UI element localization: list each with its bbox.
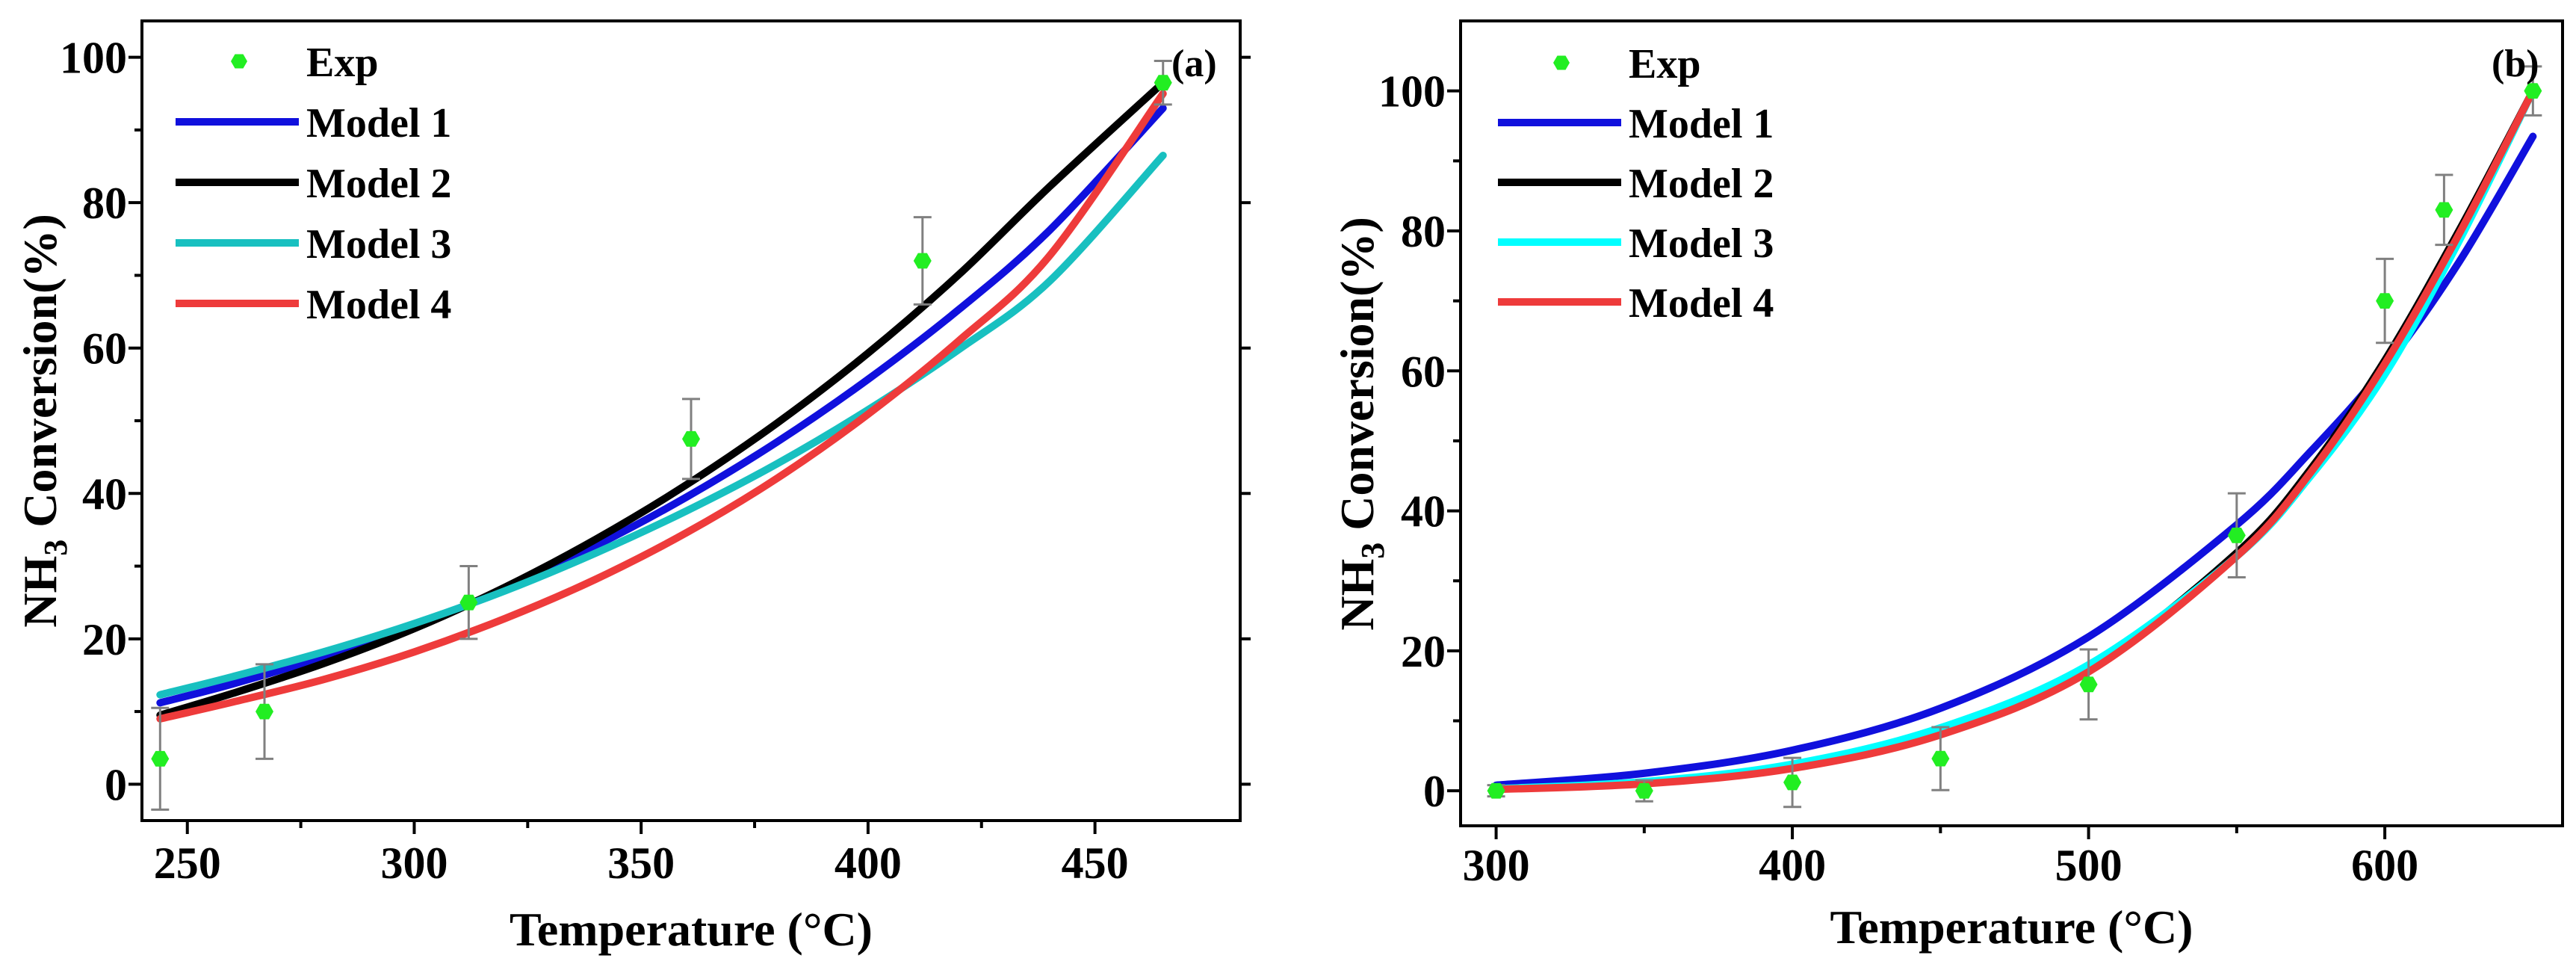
exp-data-point	[2079, 676, 2098, 693]
panel-a-chart: 250 300 350 400 450 0 20 40 60 80 100 Temperature (…	[13, 19, 1251, 956]
exp-data-point	[1487, 782, 1505, 799]
series-line-model-1	[156, 104, 1167, 707]
series-line-model-2	[156, 78, 1167, 719]
x-tick-label: 400	[835, 839, 902, 888]
panel-label: (b)	[2492, 43, 2539, 85]
x-tick-label: 450	[1062, 839, 1129, 888]
legend-label-exp: Exp	[1629, 41, 1701, 87]
exp-data-point	[682, 430, 700, 447]
x-axis-title: Temperature (°C)	[510, 903, 873, 956]
x-axis-title: Temperature (°C)	[1830, 901, 2193, 954]
y-axis-title-main: NH	[1331, 559, 1384, 631]
y-tick-label: 20	[82, 615, 127, 664]
legend-marker-exp	[1553, 55, 1570, 70]
y-tick-label: 60	[82, 324, 127, 374]
y-axis-title-rest: Conversion(%)	[13, 214, 66, 540]
y-tick-label: 40	[1401, 487, 1446, 537]
y-tick-label: 0	[105, 760, 127, 809]
legend-label-model-1: Model 1	[306, 100, 451, 146]
y-tick-label: 0	[1423, 767, 1446, 816]
y-tick-label: 100	[60, 34, 127, 83]
exp-data-point	[2524, 83, 2542, 99]
exp-data-point	[151, 750, 170, 767]
legend-label-model-3: Model 3	[1629, 220, 1774, 267]
exp-data-point	[459, 594, 478, 611]
legend-label-model-2: Model 2	[306, 161, 451, 207]
y-tick-label: 60	[1401, 347, 1446, 396]
exp-data-point	[2376, 293, 2394, 309]
legend-label-model-2: Model 2	[1629, 161, 1774, 207]
y-tick-label: 80	[1401, 207, 1446, 256]
y-axis-title-main: NH	[13, 556, 66, 628]
panel-label: (a)	[1171, 43, 1217, 85]
legend-label-model-4: Model 4	[306, 282, 451, 328]
x-tick-label: 250	[154, 839, 221, 888]
x-tick-label: 600	[2351, 841, 2418, 890]
x-tick-label: 400	[1759, 841, 1826, 890]
y-axis-title-rest: Conversion(%)	[1331, 217, 1384, 543]
series-line-model-4	[156, 90, 1167, 723]
exp-data-point	[1635, 782, 1653, 799]
y-axis-title-subscript: 3	[1354, 543, 1391, 559]
y-axis-title-subscript: 3	[37, 540, 74, 556]
y-tick-label: 40	[82, 469, 127, 519]
exp-data-point	[2435, 202, 2453, 218]
legend-label-model-1: Model 1	[1629, 101, 1774, 147]
plot-frame	[1459, 19, 2564, 827]
x-tick-label: 300	[380, 839, 448, 888]
y-tick-label: 20	[1401, 627, 1446, 676]
y-axis-title: NH3 Conversion(%)	[1331, 217, 1391, 631]
exp-data-point	[1783, 774, 1802, 791]
legend-marker-exp	[231, 54, 247, 69]
legend-label-model-4: Model 4	[1629, 280, 1774, 327]
y-tick-label: 80	[82, 179, 127, 228]
legend-label-model-3: Model 3	[306, 221, 451, 268]
exp-data-point	[913, 253, 932, 269]
x-tick-label: 300	[1463, 841, 1530, 890]
x-tick-label: 500	[2055, 841, 2123, 890]
exp-data-point	[1154, 75, 1172, 91]
y-axis-title: NH3 Conversion(%)	[13, 214, 74, 628]
x-tick-label: 350	[607, 839, 675, 888]
series-line-model-4	[1492, 87, 2537, 794]
panel-b-chart: 300 400 500 600 0 20 40 60 80 100 Temperature (°C)…	[1331, 19, 2564, 954]
series-line-model-3	[156, 151, 1167, 699]
legend-label-exp: Exp	[306, 40, 379, 86]
exp-data-point	[2227, 527, 2246, 543]
exp-data-point	[256, 703, 274, 720]
y-tick-label: 100	[1378, 67, 1446, 117]
exp-data-point	[1931, 750, 1950, 767]
